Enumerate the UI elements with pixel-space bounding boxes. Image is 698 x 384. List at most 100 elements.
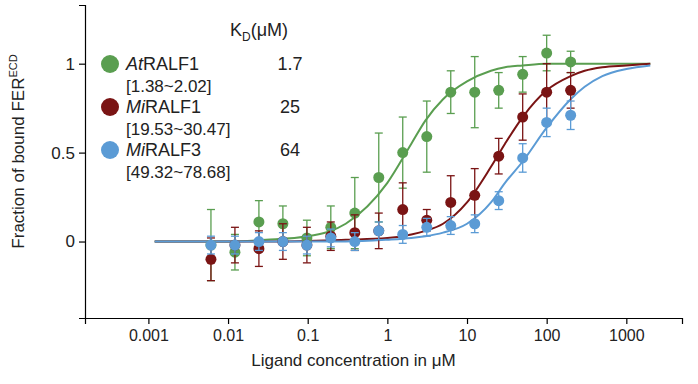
data-point (229, 240, 240, 251)
legend-title-sub: D (242, 30, 251, 44)
y-tick-label: 0 (66, 232, 75, 251)
error-bar-cap (423, 100, 431, 101)
plot: 0.0010.010.1110100100000.51 (51, 6, 682, 345)
legend-kd: 25 (280, 97, 300, 117)
error-bar-cap (375, 239, 383, 240)
legend-kd: 1.7 (277, 54, 302, 74)
error-bar-cap (519, 91, 527, 92)
error-bar-cap (519, 143, 527, 144)
x-axis-title: Ligand concentration in μM (251, 351, 455, 370)
error-bar-cap (495, 107, 503, 108)
x-tick: 1 (383, 318, 392, 344)
data-point (565, 85, 576, 96)
y-tick: 1 (66, 55, 85, 74)
x-axis: 0.0010.010.11101001000 (86, 318, 683, 344)
x-tick-mark (547, 318, 548, 324)
error-bar-cap (279, 259, 287, 260)
fit-curve (155, 64, 651, 242)
error-bar-cap (279, 223, 287, 224)
error-bar-cap (543, 107, 551, 108)
error-bar-cap (207, 280, 215, 281)
error-bar-cap (231, 262, 239, 263)
data-point (541, 87, 552, 98)
error-bar-cap (447, 175, 455, 176)
error-bar-cap (327, 205, 335, 206)
x-tick: 1000 (609, 318, 645, 344)
error-bar-cap (519, 93, 527, 94)
error-bar-cap (375, 132, 383, 133)
error-bar-cap (351, 177, 359, 178)
error-bar-cap (423, 209, 431, 210)
error-bar-cap (279, 205, 287, 206)
data-point (445, 197, 456, 208)
error-bar-cap (519, 172, 527, 173)
data-point (469, 190, 480, 201)
data-point (397, 147, 408, 158)
error-bar-cap (495, 173, 503, 174)
x-axis-line (86, 319, 683, 325)
error-bar-cap (567, 72, 575, 73)
error-bar-cap (447, 234, 455, 235)
y-tick-label: 1 (66, 55, 75, 74)
error-bar-cap (567, 100, 575, 101)
x-tick-label: 1 (383, 327, 392, 344)
error-bar-cap (567, 51, 575, 52)
y-axis-title: Fraction of bound FERECD (7, 54, 28, 248)
fit-curve (155, 64, 651, 242)
legend-item: MiRALF1 [19.53~30.47] 25 (101, 97, 300, 139)
x-tick: 10 (459, 318, 477, 344)
error-bar-cap (231, 236, 239, 237)
error-bar-cap (207, 280, 215, 281)
data-point (397, 204, 408, 215)
error-bar-cap (567, 72, 575, 73)
legend-item: MiRALF3[49.32~78.68]64 (101, 140, 300, 182)
legend-label: MiRALF1 (126, 97, 201, 117)
error-bar-cap (207, 236, 215, 237)
error-bar-cap (327, 246, 335, 247)
legend-label: MiRALF3 (126, 140, 201, 160)
data-point (253, 216, 264, 227)
data-point (469, 218, 480, 229)
x-tick-label: 100 (534, 327, 561, 344)
error-bar-cap (327, 250, 335, 251)
error-bar-cap (567, 129, 575, 130)
data-point (541, 48, 552, 59)
legend-swatch (101, 55, 119, 73)
data-point (445, 220, 456, 231)
data-point (373, 225, 384, 236)
error-bar-cap (351, 250, 359, 251)
data-point (229, 240, 240, 251)
legend-title-main: K (230, 20, 242, 40)
data-point (205, 254, 216, 265)
x-tick-label: 10 (459, 327, 477, 344)
error-bar-cap (375, 221, 383, 222)
error-bar-cap (519, 56, 527, 57)
data-point (277, 236, 288, 247)
x-tick-label: 0.01 (213, 327, 244, 344)
x-tick: 0.001 (129, 318, 169, 344)
error-bar-cap (447, 113, 455, 114)
data-point (349, 236, 360, 247)
error-bar-cap (231, 269, 239, 270)
data-point (301, 240, 312, 251)
error-bar-cap (399, 116, 407, 117)
data-point (469, 87, 480, 98)
data-point (517, 112, 528, 123)
legend-ci: [19.53~30.47] (126, 120, 230, 139)
error-bar-cap (255, 266, 263, 267)
error-bar-cap (423, 172, 431, 173)
data-point (205, 240, 216, 251)
error-bar-cap (423, 218, 431, 219)
data-point (277, 236, 288, 247)
legend-swatch (101, 141, 119, 159)
error-bar-cap (351, 250, 359, 251)
data-point (373, 172, 384, 183)
y-tick-mark (79, 64, 85, 65)
chart: 0.0010.010.1110100100000.51Ligand concen… (0, 0, 698, 384)
y-tick: 0 (66, 232, 85, 251)
error-bar-cap (375, 212, 383, 213)
data-point (517, 69, 528, 80)
data-point (421, 131, 432, 142)
error-bar-cap (399, 182, 407, 183)
error-bar-cap (399, 243, 407, 244)
